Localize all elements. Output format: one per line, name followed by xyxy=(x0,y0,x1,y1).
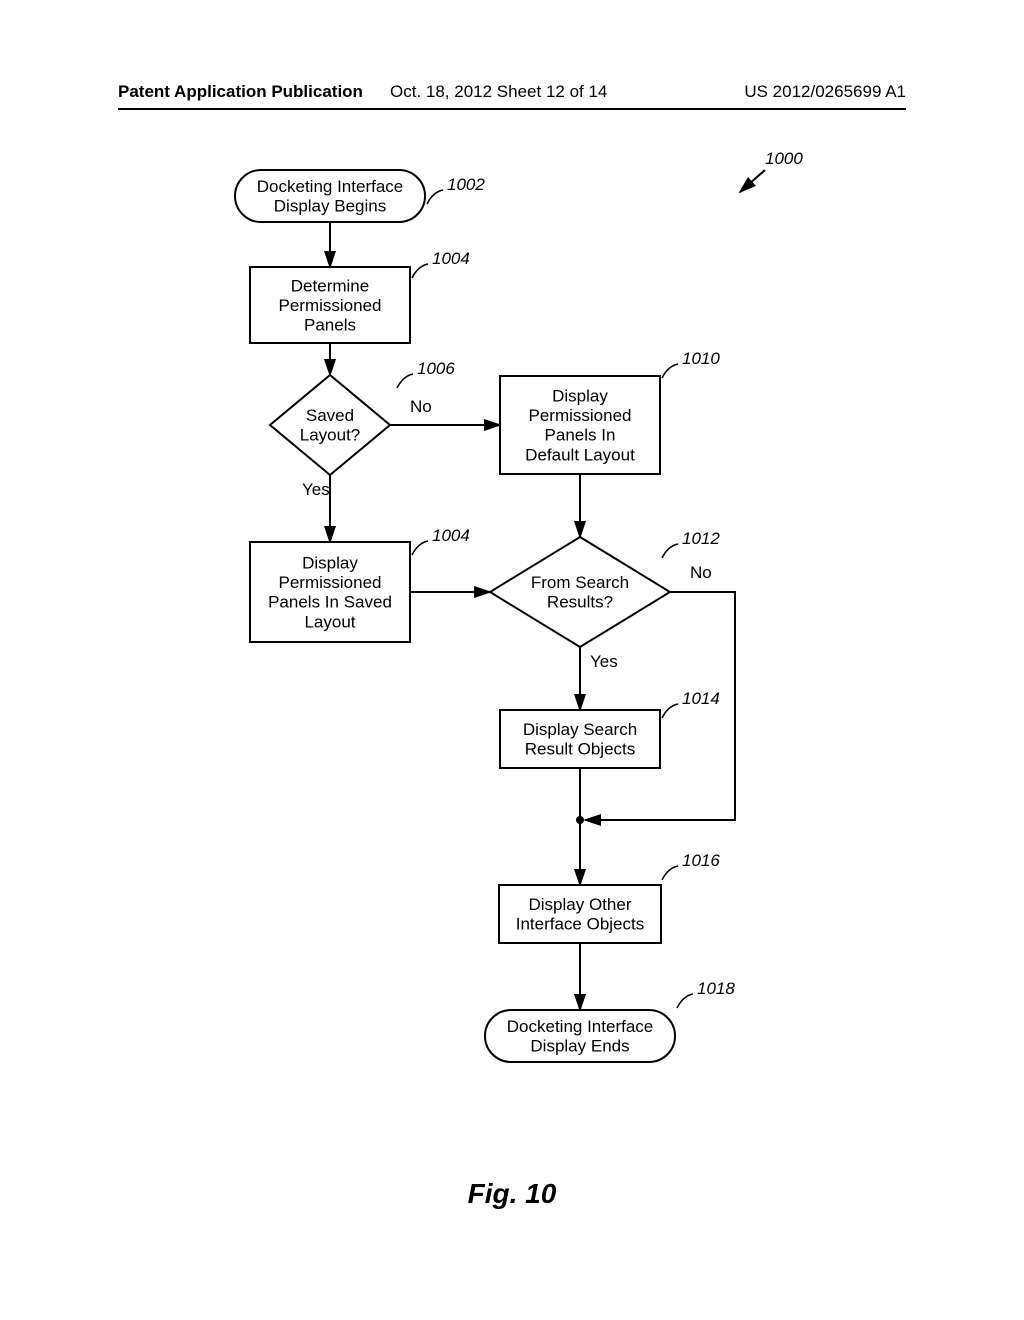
svg-text:Saved: Saved xyxy=(306,406,354,425)
svg-text:Results?: Results? xyxy=(547,593,613,612)
svg-text:1018: 1018 xyxy=(697,979,735,998)
svg-text:1010: 1010 xyxy=(682,349,720,368)
svg-text:Yes: Yes xyxy=(590,652,618,671)
svg-text:1014: 1014 xyxy=(682,689,720,708)
svg-text:1016: 1016 xyxy=(682,851,720,870)
svg-text:1002: 1002 xyxy=(447,175,485,194)
svg-text:From Search: From Search xyxy=(531,573,629,592)
svg-text:Interface Objects: Interface Objects xyxy=(516,915,645,934)
svg-text:1000: 1000 xyxy=(765,149,803,168)
flowchart: 1000Docketing InterfaceDisplay Begins100… xyxy=(100,140,930,1220)
figure-caption: Fig. 10 xyxy=(0,1178,1024,1210)
svg-text:1004: 1004 xyxy=(432,526,470,545)
svg-text:Display Ends: Display Ends xyxy=(530,1037,629,1056)
svg-text:Display Begins: Display Begins xyxy=(274,197,386,216)
svg-text:Determine: Determine xyxy=(291,276,369,295)
svg-text:Display: Display xyxy=(302,554,358,573)
svg-text:1012: 1012 xyxy=(682,529,720,548)
header-center: Oct. 18, 2012 Sheet 12 of 14 xyxy=(390,82,607,102)
svg-text:Permissioned: Permissioned xyxy=(529,406,632,425)
header-left: Patent Application Publication xyxy=(118,82,363,102)
svg-text:Result Objects: Result Objects xyxy=(525,740,636,759)
svg-text:Display Other: Display Other xyxy=(529,895,632,914)
svg-text:Docketing Interface: Docketing Interface xyxy=(507,1017,653,1036)
svg-text:Panels In Saved: Panels In Saved xyxy=(268,593,392,612)
svg-text:Default Layout: Default Layout xyxy=(525,445,635,464)
svg-text:Panels In: Panels In xyxy=(545,426,616,445)
svg-text:No: No xyxy=(690,563,712,582)
svg-text:Layout?: Layout? xyxy=(300,426,361,445)
svg-text:Docketing Interface: Docketing Interface xyxy=(257,177,403,196)
svg-text:Layout: Layout xyxy=(304,612,355,631)
svg-text:Display: Display xyxy=(552,387,608,406)
svg-text:Display Search: Display Search xyxy=(523,720,637,739)
svg-text:1006: 1006 xyxy=(417,359,455,378)
page: Patent Application Publication Oct. 18, … xyxy=(0,0,1024,1320)
svg-text:Permissioned: Permissioned xyxy=(279,573,382,592)
svg-text:Permissioned: Permissioned xyxy=(279,296,382,315)
svg-text:Yes: Yes xyxy=(302,480,330,499)
svg-text:No: No xyxy=(410,397,432,416)
svg-text:Panels: Panels xyxy=(304,316,356,335)
header-rule xyxy=(118,108,906,110)
header-right: US 2012/0265699 A1 xyxy=(744,82,906,102)
svg-text:1004: 1004 xyxy=(432,249,470,268)
flowchart-svg: 1000Docketing InterfaceDisplay Begins100… xyxy=(100,140,930,1140)
